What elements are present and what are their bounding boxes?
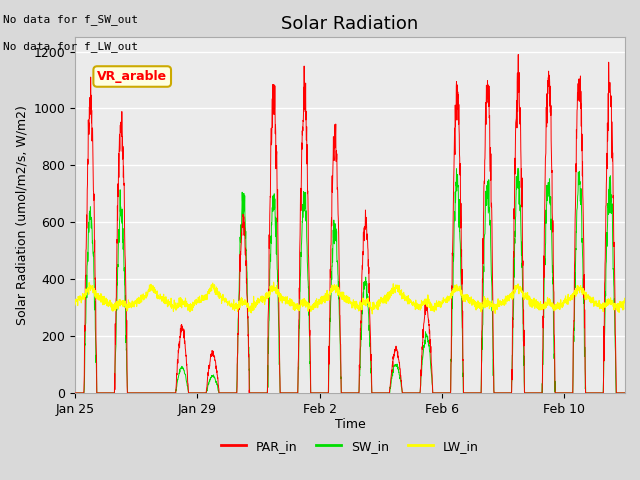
Legend: PAR_in, SW_in, LW_in: PAR_in, SW_in, LW_in bbox=[216, 435, 484, 458]
Y-axis label: Solar Radiation (umol/m2/s, W/m2): Solar Radiation (umol/m2/s, W/m2) bbox=[15, 105, 28, 325]
Text: VR_arable: VR_arable bbox=[97, 70, 167, 83]
Text: No data for f_LW_out: No data for f_LW_out bbox=[3, 41, 138, 52]
Text: No data for f_SW_out: No data for f_SW_out bbox=[3, 14, 138, 25]
Title: Solar Radiation: Solar Radiation bbox=[282, 15, 419, 33]
X-axis label: Time: Time bbox=[335, 419, 365, 432]
